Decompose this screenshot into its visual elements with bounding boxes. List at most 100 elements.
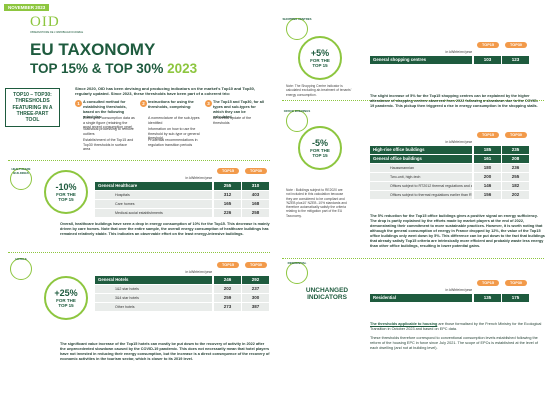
date-tag: NOVEMBER 2023	[4, 4, 50, 11]
row-value: 258	[242, 209, 269, 217]
row-value: 235	[502, 146, 529, 154]
point-bullet: Statistical processing to remove outlier…	[83, 127, 134, 136]
badge-value: -5%	[311, 138, 328, 148]
column-header: TOP30	[505, 280, 527, 286]
row-value: 135	[474, 294, 501, 302]
row-label: General Healthcare	[95, 182, 212, 190]
footer-text-2: These thresholds therefore correspond to…	[370, 336, 538, 351]
footer-body: are those formalised by the French Minis…	[370, 322, 542, 332]
row-value: 403	[242, 191, 269, 199]
row-value: 180	[474, 164, 501, 172]
year: 2023	[167, 61, 198, 76]
intro-text: Since 2020, OID has been devising and pr…	[75, 86, 255, 97]
point-bullet: Establishment of the Top15 and Top30 thr…	[83, 138, 134, 152]
point-bullet: Prudential recommendations in regulation…	[148, 138, 198, 147]
separator	[282, 100, 544, 101]
row-value: 146	[474, 182, 501, 190]
icon-label: RESIDENTIAL	[287, 261, 307, 265]
logo: OID	[30, 14, 60, 30]
point-title: A consulted method for establishing thre…	[83, 100, 127, 119]
row-value: 259	[214, 294, 241, 302]
separator	[282, 258, 544, 259]
badge-text: FOR THE TOP 15	[310, 148, 330, 158]
section-text: The slight increase of 5% for the Top15 …	[370, 94, 539, 108]
column-header: TOP15	[217, 168, 239, 174]
point-bullet: An annual update of the thresholds	[213, 116, 252, 125]
row-value: 202	[502, 191, 529, 199]
row-label: High-rise office buildings	[370, 146, 472, 154]
separator	[8, 160, 270, 161]
section-icon	[286, 18, 308, 40]
section-text: Overall, healthcare buildings have seen …	[60, 222, 270, 236]
row-value: 123	[502, 56, 529, 64]
badge-value: -10%	[55, 182, 77, 192]
subtitle-line: TOP 15% & TOP 30% 2023	[30, 61, 197, 76]
row-value: 161	[474, 155, 501, 163]
unit: in kWhfe/m²/year	[445, 288, 472, 292]
row-label: Care homes	[95, 200, 212, 208]
unit: in kWhfe/m²/year	[445, 50, 472, 54]
column-header: TOP30	[245, 168, 267, 174]
row-value: 310	[242, 182, 269, 190]
row-label: Medical-social establishments	[95, 209, 212, 217]
row-label: General shopping centres	[370, 56, 472, 64]
point-title: Instructions for using the thresholds, c…	[148, 100, 194, 109]
row-value: 156	[474, 191, 501, 199]
unit: in kWhfe/m²/year	[185, 176, 212, 180]
subtitle: TOP 15% & TOP 30%	[30, 61, 164, 76]
section-icon	[10, 258, 32, 280]
badge: +5% FOR THE TOP 15	[298, 36, 342, 80]
badge-text: FOR THE TOP 15	[310, 58, 330, 68]
row-value: 236	[502, 164, 529, 172]
separator	[8, 252, 270, 253]
row-value: 387	[242, 303, 269, 311]
row-value: 168	[242, 200, 269, 208]
row-value: 312	[214, 191, 241, 199]
row-value: 208	[502, 155, 529, 163]
section-text: The 5% reduction for the Top15 office bu…	[370, 214, 545, 248]
row-value: 246	[214, 276, 241, 284]
row-value: 226	[214, 209, 241, 217]
point-bullet: Three-year consumption data as a single …	[83, 116, 135, 130]
section-icon	[10, 168, 32, 190]
badge-value: +5%	[310, 48, 330, 58]
section-icon	[286, 110, 308, 132]
row-value: 200	[474, 173, 501, 181]
row-value: 182	[502, 182, 529, 190]
icon-label: HEALTHCARE BUILDINGS	[11, 167, 31, 175]
row-label: Two-unit, high-tech	[370, 173, 472, 181]
row-label: Hospitals	[95, 191, 212, 199]
badge: -10% FOR THE TOP 15	[44, 170, 88, 214]
row-value: 175	[502, 294, 529, 302]
row-value: 255	[502, 173, 529, 181]
note: Note : Buildings subject to RE2020 are n…	[286, 188, 347, 218]
column-header: TOP30	[505, 42, 527, 48]
unit: in kWhfe/m²/year	[185, 270, 212, 274]
badge: +25% FOR THE TOP 15	[44, 276, 88, 320]
badge-text: FOR THE TOP 15	[56, 192, 76, 202]
section-text: The significant value increase of the To…	[60, 342, 270, 361]
row-label: Offices subject to RT2012 thermal regula…	[370, 182, 472, 190]
row-label: 3&4 star hotels	[95, 294, 212, 302]
row-value: 165	[214, 200, 241, 208]
row-value: 103	[474, 56, 501, 64]
column-header: TOP30	[505, 132, 527, 138]
icon-label: SHOPPING CENTRES	[282, 17, 312, 21]
column-header: TOP15	[477, 280, 499, 286]
footer-link: The thresholds applicable to housing	[370, 322, 438, 326]
row-label: Other hotels	[95, 303, 212, 311]
point-title: The Top15 and Top30, for all types and s…	[213, 100, 264, 119]
unit: in kWhfe/m²/year	[445, 140, 472, 144]
point-bullet: Information on how to use the threshold …	[148, 127, 200, 141]
section-icon	[286, 262, 308, 284]
row-label: General office buildings	[370, 155, 472, 163]
column-header: TOP15	[477, 132, 499, 138]
icon-label: OFFICE BUILDINGS	[283, 109, 311, 113]
row-value: 185	[474, 146, 501, 154]
row-value: 202	[214, 285, 241, 293]
row-value: 237	[242, 285, 269, 293]
point-number: 3	[205, 100, 212, 107]
title: EU TAXONOMY	[30, 40, 156, 59]
note: Note: The Shopping Centre indicator is c…	[286, 84, 352, 97]
